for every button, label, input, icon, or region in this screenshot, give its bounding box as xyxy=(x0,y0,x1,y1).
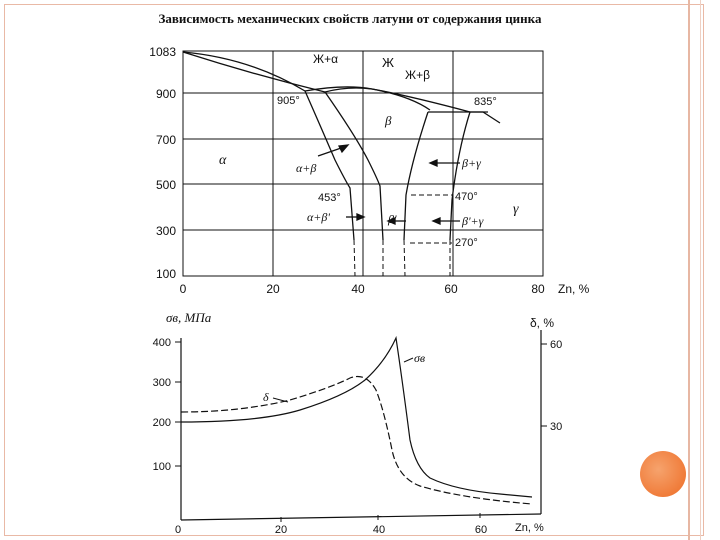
label-beta: β xyxy=(384,113,392,128)
label-alpha: α xyxy=(219,153,227,168)
slide-title: Зависимость механических свойств латуни … xyxy=(158,11,542,26)
x-tick-label: 20 xyxy=(275,524,287,536)
left-tick-marks xyxy=(175,341,547,522)
label-470: 470° xyxy=(455,191,478,203)
phase-x-tick: 60 xyxy=(444,282,458,296)
phase-y-tick: 1083 xyxy=(149,45,176,59)
label-835: 835° xyxy=(474,96,497,108)
left-tick-label: 100 xyxy=(153,461,171,473)
label-liquid: Ж xyxy=(382,55,394,70)
phase-x-tick: 20 xyxy=(266,282,280,296)
slide-frame-right-border xyxy=(688,0,690,540)
label-beta-prime-gamma: β'+γ xyxy=(461,214,484,228)
right-tick-label: 60 xyxy=(550,339,562,351)
label-gamma: γ xyxy=(513,202,519,217)
phase-dashed-lines xyxy=(353,194,452,277)
phase-y-tick: 300 xyxy=(156,224,176,238)
phase-y-tick: 700 xyxy=(156,133,176,147)
delta-curve-label: δ xyxy=(263,390,269,404)
label-270: 270° xyxy=(455,237,478,249)
properties-axes xyxy=(180,330,542,521)
label-beta-gamma: β+γ xyxy=(461,156,481,170)
properties-chart: σв, МПа δ, % 400 300 200 100 60 30 0 20 … xyxy=(153,310,563,536)
phase-x-tick: 40 xyxy=(351,282,365,296)
label-liquid-alpha: Ж+α xyxy=(313,52,338,66)
left-axis-label: σв, МПа xyxy=(166,310,212,325)
phase-y-tick: 500 xyxy=(156,178,176,192)
left-tick-label: 300 xyxy=(153,377,171,389)
sigma-label-leader xyxy=(403,357,414,363)
phase-diagram: 1083 900 700 500 300 100 0 20 40 60 80 Z… xyxy=(149,45,590,296)
phase-y-tick: 900 xyxy=(156,87,176,101)
x-unit: Zn, % xyxy=(515,522,544,534)
phase-arrows xyxy=(317,144,460,225)
label-453: 453° xyxy=(318,192,341,204)
x-tick-label: 40 xyxy=(373,524,385,536)
right-axis-label: δ, % xyxy=(530,316,554,330)
phase-boundaries xyxy=(182,51,501,241)
phase-y-tick: 100 xyxy=(156,267,176,281)
phase-x-tick: 0 xyxy=(180,282,187,296)
label-beta-prime: β' xyxy=(387,212,397,226)
phase-x-tick: 80 xyxy=(531,282,545,296)
right-tick-label: 30 xyxy=(550,421,562,433)
label-905: 905° xyxy=(277,95,300,107)
slide-frame-right-border-2 xyxy=(700,0,701,540)
left-tick-label: 400 xyxy=(153,337,171,349)
sigma-curve-label: σв xyxy=(414,351,425,365)
left-tick-label: 200 xyxy=(153,417,171,429)
label-alpha-beta-prime: α+β' xyxy=(307,210,330,224)
delta-label-leader xyxy=(272,397,289,403)
sigma-curve xyxy=(180,335,533,498)
phase-diagram-grid xyxy=(182,50,544,277)
phase-x-unit: Zn, % xyxy=(558,282,590,296)
label-liquid-beta: Ж+β xyxy=(405,68,430,82)
delta-curve xyxy=(180,375,533,505)
x-tick-label: 0 xyxy=(175,524,181,536)
x-tick-label: 60 xyxy=(475,524,487,536)
label-alpha-beta: α+β xyxy=(296,161,316,175)
slide-frame xyxy=(4,4,704,536)
decorative-orange-circle xyxy=(640,451,686,497)
